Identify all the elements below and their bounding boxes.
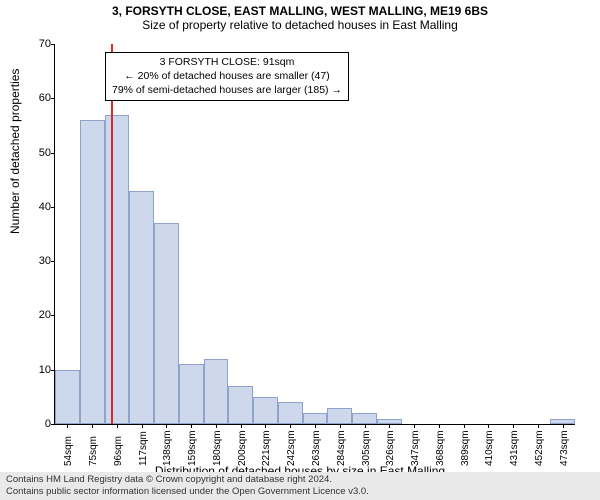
x-tick-mark <box>365 424 366 428</box>
x-tick-label: 75sqm <box>88 436 99 466</box>
title-line-1: 3, FORSYTH CLOSE, EAST MALLING, WEST MAL… <box>0 4 600 18</box>
y-tick-mark <box>51 207 55 208</box>
histogram-bar <box>228 386 253 424</box>
histogram-bar <box>352 413 377 424</box>
y-tick-mark <box>51 153 55 154</box>
x-tick-label: 410sqm <box>484 430 495 466</box>
annotation-line-2: ← 20% of detached houses are smaller (47… <box>112 69 342 83</box>
x-tick-label: 305sqm <box>361 430 372 466</box>
x-tick-mark <box>488 424 489 428</box>
y-tick-label: 20 <box>23 309 51 321</box>
histogram-bar <box>55 370 80 424</box>
annotation-line-3: 79% of semi-detached houses are larger (… <box>112 83 342 97</box>
x-tick-mark <box>216 424 217 428</box>
x-tick-mark <box>315 424 316 428</box>
x-tick-mark <box>241 424 242 428</box>
x-tick-mark <box>340 424 341 428</box>
x-tick-mark <box>117 424 118 428</box>
x-tick-mark <box>142 424 143 428</box>
x-tick-mark <box>191 424 192 428</box>
x-tick-label: 180sqm <box>212 430 223 466</box>
histogram-bar <box>278 402 303 424</box>
x-tick-mark <box>439 424 440 428</box>
x-tick-label: 347sqm <box>410 430 421 466</box>
y-axis-label: Number of detached properties <box>8 69 22 234</box>
histogram-bar <box>204 359 229 424</box>
x-tick-label: 117sqm <box>138 431 149 466</box>
x-tick-mark <box>265 424 266 428</box>
footer-line-1: Contains HM Land Registry data © Crown c… <box>6 474 594 486</box>
x-tick-label: 326sqm <box>385 430 396 466</box>
x-tick-label: 452sqm <box>534 430 545 466</box>
x-tick-label: 473sqm <box>559 430 570 466</box>
x-tick-mark <box>464 424 465 428</box>
y-tick-label: 10 <box>23 364 51 376</box>
x-tick-label: 389sqm <box>460 430 471 466</box>
histogram-bar <box>154 223 179 424</box>
annotation-box: 3 FORSYTH CLOSE: 91sqm← 20% of detached … <box>105 52 349 101</box>
x-tick-mark <box>389 424 390 428</box>
histogram-bar <box>179 364 204 424</box>
x-tick-label: 138sqm <box>162 430 173 466</box>
x-tick-label: 263sqm <box>311 430 322 466</box>
footer: Contains HM Land Registry data © Crown c… <box>0 472 600 500</box>
x-tick-label: 159sqm <box>187 430 198 466</box>
histogram-bar <box>80 120 105 424</box>
y-tick-label: 50 <box>23 147 51 159</box>
histogram-bar <box>327 408 352 424</box>
histogram-bar <box>129 191 154 424</box>
plot-region: 01020304050607054sqm75sqm96sqm117sqm138s… <box>54 44 575 425</box>
x-tick-label: 54sqm <box>63 436 74 466</box>
x-tick-mark <box>92 424 93 428</box>
y-tick-label: 70 <box>23 38 51 50</box>
x-tick-label: 242sqm <box>286 430 297 466</box>
x-tick-label: 200sqm <box>237 430 248 466</box>
marker-line <box>111 44 113 424</box>
y-tick-mark <box>51 261 55 262</box>
title-block: 3, FORSYTH CLOSE, EAST MALLING, WEST MAL… <box>0 0 600 32</box>
histogram-bar <box>105 115 130 424</box>
histogram-bar <box>303 413 328 424</box>
x-tick-label: 96sqm <box>113 436 124 466</box>
chart-area: 01020304050607054sqm75sqm96sqm117sqm138s… <box>54 44 574 424</box>
footer-line-2: Contains public sector information licen… <box>6 486 594 498</box>
y-tick-mark <box>51 44 55 45</box>
x-tick-mark <box>563 424 564 428</box>
x-tick-mark <box>67 424 68 428</box>
annotation-line-1: 3 FORSYTH CLOSE: 91sqm <box>112 55 342 69</box>
histogram-bar <box>253 397 278 424</box>
x-tick-mark <box>414 424 415 428</box>
x-tick-label: 221sqm <box>261 430 272 466</box>
y-tick-label: 0 <box>23 418 51 430</box>
x-tick-mark <box>166 424 167 428</box>
x-tick-mark <box>513 424 514 428</box>
x-tick-label: 284sqm <box>336 430 347 466</box>
y-tick-mark <box>51 424 55 425</box>
y-tick-label: 60 <box>23 92 51 104</box>
y-tick-mark <box>51 315 55 316</box>
title-line-2: Size of property relative to detached ho… <box>0 18 600 32</box>
y-tick-mark <box>51 98 55 99</box>
y-tick-label: 30 <box>23 255 51 267</box>
x-tick-mark <box>290 424 291 428</box>
x-tick-mark <box>538 424 539 428</box>
x-tick-label: 368sqm <box>435 430 446 466</box>
x-tick-label: 431sqm <box>509 430 520 466</box>
y-tick-label: 40 <box>23 201 51 213</box>
